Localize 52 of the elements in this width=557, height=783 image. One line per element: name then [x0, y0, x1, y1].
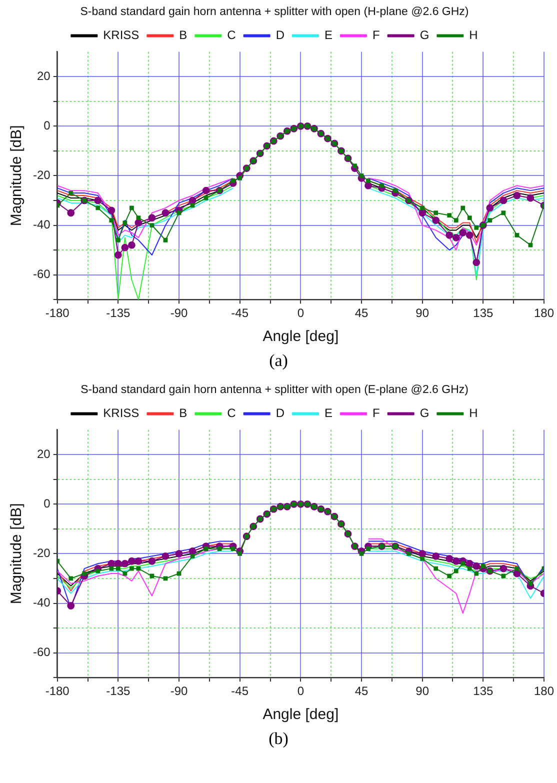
legend-label: E: [324, 28, 333, 42]
text: (b): [268, 728, 290, 750]
legend-label: H: [469, 28, 478, 42]
x-tick-label: -135: [106, 684, 131, 698]
y-tick-label: -60: [33, 267, 51, 282]
x-tick-label: 0: [297, 684, 304, 698]
x-tick-label: -135: [106, 306, 131, 320]
y-tick-label: -20: [33, 546, 51, 560]
x-tick-label: 135: [473, 684, 494, 698]
legend-label: B: [179, 28, 188, 42]
legend-label: D: [276, 406, 285, 420]
y-tick-label: 0: [44, 496, 51, 510]
x-tick-label: -90: [170, 684, 188, 698]
x-tick-label: 90: [416, 684, 430, 698]
legend-label: H: [469, 406, 478, 420]
legend-label: D: [276, 28, 285, 42]
x-tick-label: -90: [170, 306, 188, 320]
legend-label: C: [227, 406, 236, 420]
y-tick-label: -20: [33, 168, 51, 182]
legend-label: C: [227, 28, 236, 42]
y-axis-title: Magnitude [dB]: [8, 503, 26, 604]
y-tick-label: 20: [36, 68, 51, 83]
x-tick-label: -45: [231, 684, 249, 698]
legend-label: KRISS: [103, 406, 140, 420]
y-tick-label: -40: [33, 596, 51, 610]
x-tick-label: -45: [231, 306, 249, 320]
x-tick-label: 90: [416, 306, 430, 320]
legend-label: G: [420, 406, 430, 420]
legend-label: F: [372, 28, 380, 42]
y-tick-label: 20: [36, 446, 51, 461]
legend-title: S-band standard gain horn antenna + splitter with open (H-plane @2.6 GHz): [80, 6, 469, 18]
legend-label: F: [372, 406, 380, 420]
legend-label: KRISS: [103, 28, 140, 42]
text: (a): [268, 350, 289, 372]
y-tick-label: -40: [33, 218, 51, 232]
x-tick-label: -180: [45, 306, 70, 320]
legend-label: B: [179, 406, 188, 420]
x-axis-title: Angle [deg]: [262, 706, 339, 724]
legend-label: E: [324, 406, 333, 420]
x-tick-label: 180: [534, 684, 554, 698]
x-tick-label: 0: [297, 306, 304, 320]
x-tick-label: 135: [473, 306, 494, 320]
legend-label: G: [420, 28, 430, 42]
x-tick-label: -180: [45, 684, 70, 698]
x-tick-label: 45: [354, 306, 368, 320]
x-tick-label: 45: [354, 684, 368, 698]
y-tick-label: 0: [44, 118, 51, 132]
x-axis-title: Angle [deg]: [262, 328, 339, 346]
y-axis-title: Magnitude [dB]: [8, 125, 26, 226]
legend-title: S-band standard gain horn antenna + splitter with open (E-plane @2.6 GHz): [80, 384, 469, 396]
y-tick-label: -60: [33, 645, 51, 660]
x-tick-label: 180: [534, 306, 554, 320]
